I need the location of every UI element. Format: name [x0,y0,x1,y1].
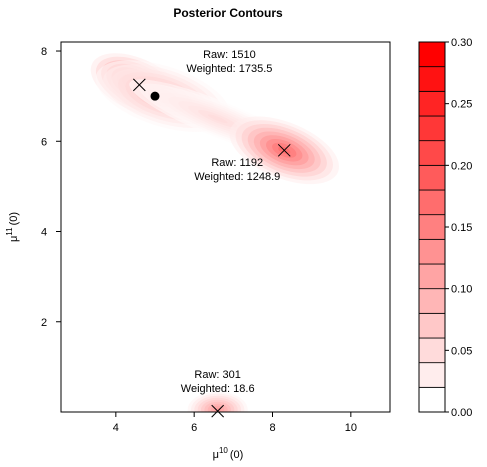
colorbar-level [418,66,446,92]
y-axis-label-base: μ [8,236,20,242]
x-tick-label: 8 [269,422,275,434]
colorbar-level [418,238,446,265]
colorbar-level [418,115,446,142]
contour-band [207,114,228,124]
colorbar-tick-label: 0.20 [451,160,472,172]
mode-weighted-label: Weighted: 1248.9 [194,171,280,183]
y-tick-label: 8 [41,46,47,58]
y-tick-label: 6 [41,136,47,148]
y-axis-label-sup: 11 [5,227,14,236]
colorbar-level [418,362,446,388]
colorbar-tick-label: 0.10 [451,284,472,296]
colorbar-tick-label: 0.30 [451,37,472,49]
y-axis-label-rest: (0) [8,212,20,225]
colorbar-level [418,90,446,117]
mode-markers [132,78,291,418]
plot-area: Raw: 1510 Weighted: 1735.5 Raw: 1192 Weight… [60,41,391,418]
chart-title: Posterior Contours [173,6,283,20]
mode-annotations: Raw: 1510 Weighted: 1735.5 Raw: 1192 Weight… [181,49,280,395]
plot-frame [60,41,391,413]
colorbar-tick-label: 0.00 [451,407,472,419]
colorbar-level [418,41,446,68]
colorbar-level [418,140,446,166]
colorbar-level [418,164,446,191]
mode-weighted-label: Weighted: 1735.5 [186,63,272,75]
colorbar-level [418,288,446,314]
colorbar-tick-label: 0.05 [451,345,472,357]
point-marker [150,91,160,101]
mode-raw-label: Raw: 1510 [203,49,256,61]
y-tick-label: 2 [41,317,47,329]
colorbar-level [418,214,446,240]
y-axis: 2 4 6 8 [41,46,61,329]
colorbar-tick-label: 0.15 [451,222,472,234]
mode-x-marker [211,404,225,418]
mode-raw-label: Raw: 1192 [211,157,263,169]
mode-weighted-label: Weighted: 18.6 [181,383,255,395]
colorbar-level [418,312,446,339]
x-tick-label: 6 [191,422,197,434]
mode-raw-label: Raw: 301 [194,369,240,381]
colorbar: 0.00 0.05 0.10 0.15 0.20 0.25 0.30 [418,37,472,419]
x-axis: 4 6 8 10 [113,412,357,434]
y-tick-label: 4 [41,227,47,239]
x-axis-label-sup: 10 [219,446,228,455]
y-axis-label: μ11 (0) [5,212,20,242]
colorbar-level [418,263,446,290]
x-axis-label-rest: (0) [230,449,243,461]
mode-x-marker [132,78,146,92]
x-tick-label: 4 [113,422,119,434]
colorbar-level [418,337,446,364]
colorbar-level [418,189,446,216]
mode-x-marker [277,143,291,157]
colorbar-level [418,386,446,413]
x-axis-label-base: μ [213,449,219,461]
x-tick-label: 10 [345,422,357,434]
x-axis-label: μ10 (0) [213,446,244,461]
colorbar-tick-label: 0.25 [451,99,472,111]
